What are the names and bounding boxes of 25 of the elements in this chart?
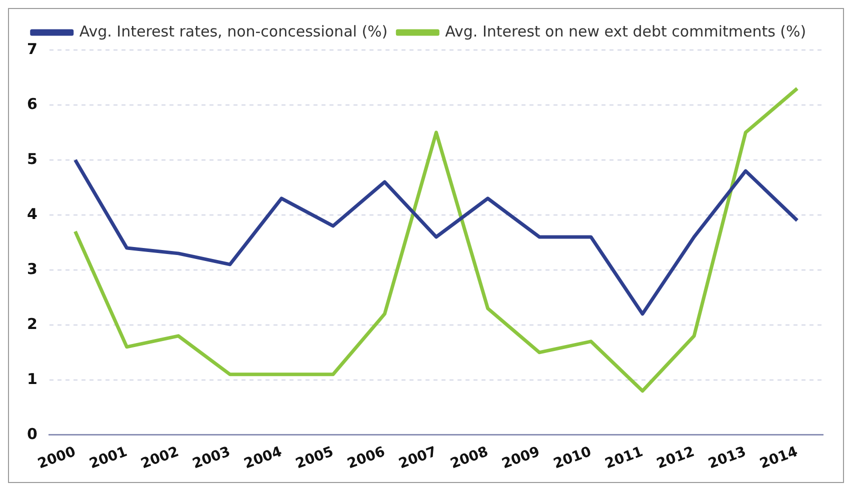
legend-label: Avg. Interest on new ext debt commitments (%) <box>445 22 806 40</box>
x-tick-label: 2014 <box>758 444 800 472</box>
x-tick-label: 2007 <box>396 444 439 472</box>
x-tick-label: 2003 <box>190 444 233 472</box>
y-tick-label: 5 <box>27 150 38 168</box>
y-tick-label: 4 <box>27 204 38 223</box>
x-tick-label: 2013 <box>706 444 748 472</box>
x-tick-label: 2005 <box>294 444 336 472</box>
y-tick-label: 3 <box>27 260 38 278</box>
y-tick-label: 6 <box>27 94 38 113</box>
x-tick-label: 2004 <box>242 444 284 472</box>
x-tick-label: 2006 <box>345 444 388 472</box>
y-tick-label: 7 <box>27 40 38 58</box>
x-tick-label: 2000 <box>36 444 78 472</box>
y-tick-label: 2 <box>27 314 38 333</box>
x-tick-label: 2002 <box>138 444 181 472</box>
x-tick-label: 2010 <box>551 444 594 472</box>
legend-label: Avg. Interest rates, non-concessional (%) <box>79 22 388 40</box>
y-tick-label: 1 <box>27 370 38 388</box>
x-tick-label: 2012 <box>654 444 697 472</box>
x-tick-label: 2011 <box>603 444 646 472</box>
x-tick-label: 2008 <box>448 444 490 472</box>
y-tick-label: 0 <box>27 424 38 443</box>
x-tick-label: 2009 <box>500 444 542 472</box>
x-tick-label: 2001 <box>87 444 130 472</box>
